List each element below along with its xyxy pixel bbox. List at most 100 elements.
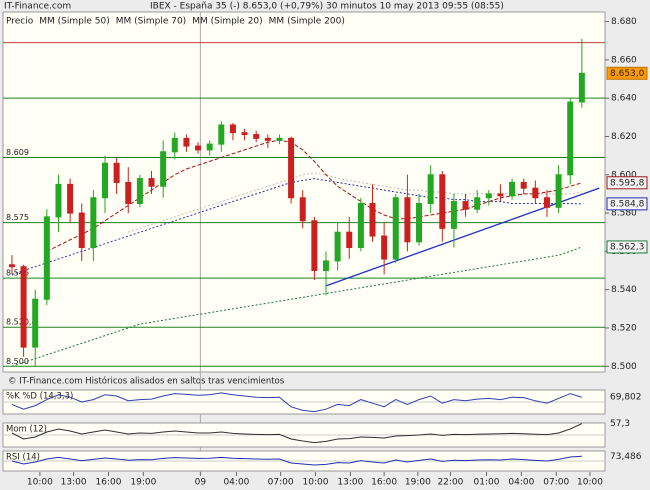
candle-body bbox=[136, 178, 143, 204]
y-tick-label: 8.640 bbox=[611, 94, 637, 104]
candle-body bbox=[322, 260, 329, 272]
x-tick-label: 19:00 bbox=[405, 478, 431, 488]
indicator-last: 57,3 bbox=[610, 419, 630, 429]
candle-body bbox=[392, 197, 399, 260]
x-tick-label: 13:00 bbox=[61, 478, 87, 488]
candle-body bbox=[229, 124, 236, 134]
candle-body bbox=[20, 266, 27, 348]
candle-body bbox=[555, 174, 562, 208]
candle-body bbox=[532, 187, 539, 199]
ma-last-box bbox=[606, 240, 648, 254]
y-tick-label: 8.620 bbox=[611, 132, 637, 142]
candle-body bbox=[113, 162, 120, 183]
candle-body bbox=[509, 181, 516, 197]
x-tick-label: 07:00 bbox=[543, 478, 569, 488]
candle-body bbox=[8, 264, 15, 268]
level-label: 8.500 bbox=[6, 357, 29, 366]
indicator-name: %K %D (14,3,3) bbox=[6, 392, 73, 402]
x-tick-label: 16:00 bbox=[96, 478, 122, 488]
candle-body bbox=[32, 298, 39, 348]
candle-body bbox=[288, 137, 295, 199]
indicator-line bbox=[11, 423, 583, 444]
indicator-line bbox=[11, 392, 583, 413]
candle-body bbox=[485, 193, 492, 199]
last-price: 8.653,0 bbox=[610, 69, 645, 79]
moving-average bbox=[128, 172, 582, 233]
candle-body bbox=[381, 235, 388, 260]
ma-last: 8.595,8 bbox=[610, 178, 645, 188]
candle-body bbox=[311, 220, 318, 272]
candle-body bbox=[102, 162, 109, 199]
candle-body bbox=[206, 143, 213, 151]
y-tick-label: 8.540 bbox=[611, 285, 637, 295]
candle-body bbox=[253, 134, 260, 139]
level-label: 8.546 bbox=[6, 269, 29, 278]
indicator-line bbox=[11, 455, 582, 466]
x-tick-label: 01:00 bbox=[474, 478, 500, 488]
candle-body bbox=[183, 137, 190, 147]
ma-last-box bbox=[606, 176, 648, 190]
chart-title: IBEX - España 35 (-) 8.653,0 (+0,79%) 30… bbox=[150, 2, 504, 12]
candle-body bbox=[567, 101, 574, 176]
candle-body bbox=[160, 151, 167, 187]
candle-body bbox=[43, 216, 50, 300]
candle-body bbox=[543, 197, 550, 208]
x-tick-label: 16:00 bbox=[371, 478, 397, 488]
site-name: IT-Finance.com bbox=[4, 2, 71, 12]
x-tick-label: 10:00 bbox=[303, 478, 329, 488]
candle-body bbox=[404, 197, 411, 243]
x-tick-label: 09 bbox=[195, 478, 207, 488]
ma-last: 8.562,3 bbox=[610, 242, 644, 252]
candle-body bbox=[264, 137, 271, 141]
candle-body bbox=[195, 145, 202, 151]
candle-body bbox=[462, 201, 469, 210]
y-tick-label: 8.660 bbox=[611, 55, 637, 65]
candle-body bbox=[357, 202, 364, 249]
candle-body bbox=[171, 137, 178, 153]
indicator-name: Mom (12) bbox=[6, 425, 47, 435]
candle-body bbox=[578, 72, 585, 103]
x-tick-label: 04:00 bbox=[508, 478, 534, 488]
candle-body bbox=[497, 193, 504, 197]
y-tick-label: 8.580 bbox=[611, 209, 637, 219]
candle-body bbox=[416, 202, 423, 243]
ma-last: 8.584,8 bbox=[610, 199, 645, 209]
indicator-last: 73,486 bbox=[610, 452, 642, 462]
x-tick-label: 22:00 bbox=[437, 478, 463, 488]
candle-body bbox=[427, 174, 434, 204]
candle-body bbox=[78, 212, 85, 249]
candle-body bbox=[148, 178, 155, 187]
moving-average bbox=[11, 246, 583, 367]
footer: © IT-Finance.com Históricos alisados en … bbox=[8, 376, 285, 387]
candle-body bbox=[276, 137, 283, 141]
candle-body bbox=[299, 197, 306, 222]
y-tick-label: 8.500 bbox=[611, 362, 637, 372]
indicator-name: RSI (14) bbox=[6, 453, 40, 463]
candle-body bbox=[474, 197, 481, 210]
candle-body bbox=[346, 231, 353, 249]
x-tick-label: 04:00 bbox=[223, 478, 249, 488]
level-label: 8.575 bbox=[6, 213, 29, 222]
legend-entry: MM (Simple 50) bbox=[39, 17, 109, 27]
candle-body bbox=[369, 202, 376, 237]
legend-entry: MM (Simple 70) bbox=[116, 17, 186, 27]
candle-body bbox=[125, 181, 132, 204]
x-tick-label: 13:00 bbox=[337, 478, 363, 488]
x-tick-label: 19:00 bbox=[130, 478, 156, 488]
candle-body bbox=[67, 183, 74, 214]
level-label: 8.609 bbox=[6, 148, 29, 157]
y-tick-label: 8.600 bbox=[611, 170, 637, 180]
x-tick-label: 10:00 bbox=[577, 478, 603, 488]
y-tick-label: 8.520 bbox=[611, 323, 637, 333]
candle-body bbox=[439, 174, 446, 229]
candle-body bbox=[334, 231, 341, 262]
indicator-last: 69,802 bbox=[610, 393, 642, 403]
ma-last-box bbox=[606, 197, 648, 211]
candle-body bbox=[450, 201, 457, 229]
candle-body bbox=[90, 197, 97, 249]
candle-body bbox=[218, 124, 225, 145]
y-tick-label: 8.680 bbox=[611, 17, 637, 27]
candle-body bbox=[241, 132, 248, 136]
legend-entry: MM (Simple 20) bbox=[192, 17, 262, 27]
trendline bbox=[325, 187, 600, 287]
